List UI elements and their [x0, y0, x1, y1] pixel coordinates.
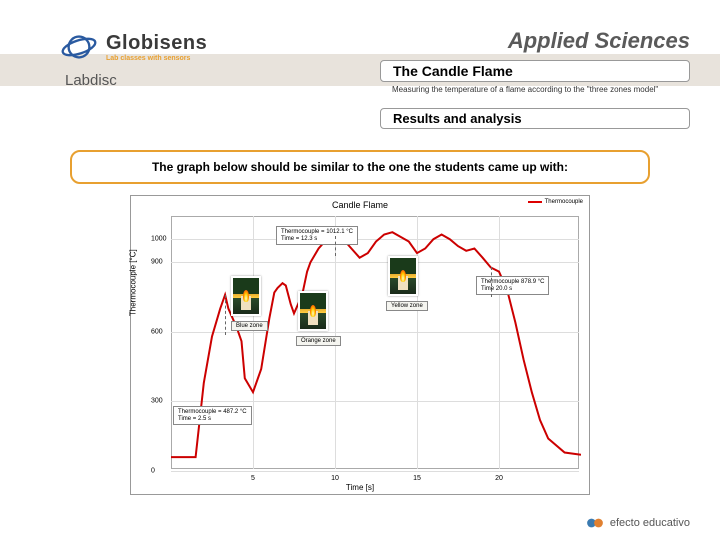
marker-line-3 — [491, 267, 492, 297]
instruction-text: The graph below should be similar to the… — [70, 150, 650, 184]
callout-yellow: Thermocouple 878.9 °CTime 20.0 s — [476, 276, 549, 295]
x-tick: 15 — [413, 475, 421, 482]
brand-tagline: Lab classes with sensors — [106, 55, 207, 62]
chart-legend: Thermocouple — [528, 199, 583, 205]
chart-container: Candle Flame Thermocouple Thermocouple [… — [130, 195, 590, 495]
footer-company: efecto educativo — [610, 517, 690, 529]
temperature-curve — [171, 216, 581, 471]
brand-name: Globisens — [106, 32, 207, 55]
page-subtitle: Measuring the temperature of a flame acc… — [392, 85, 678, 95]
zone-orange-label: Orange zone — [296, 336, 341, 346]
marker-line-2 — [335, 236, 336, 256]
x-axis-label: Time [s] — [346, 483, 374, 492]
zone-yellow-label: Yellow zone — [386, 301, 428, 311]
gridline-h — [171, 471, 579, 472]
callout-peak: Thermocouple = 1012.1 °CTime = 12.3 s — [276, 226, 358, 245]
logo-area: Globisens Lab classes with sensors — [60, 30, 207, 64]
y-tick: 0 — [151, 468, 155, 475]
y-tick: 900 — [151, 259, 163, 266]
y-axis-label: Thermocouple [°C] — [129, 249, 138, 316]
legend-label: Thermocouple — [545, 199, 583, 205]
candle-image-blue — [231, 276, 261, 316]
title-box: The Candle Flame — [380, 60, 690, 82]
chart-title: Candle Flame — [131, 200, 589, 210]
subtitle-box: Measuring the temperature of a flame acc… — [380, 83, 690, 97]
section-heading: Applied Sciences — [508, 28, 690, 54]
callout-blue: Thermocouple = 487.2 °CTime = 2.5 s — [173, 406, 252, 425]
x-tick: 20 — [495, 475, 503, 482]
x-tick: 5 — [251, 475, 255, 482]
ee-icon — [586, 516, 604, 530]
marker-line-1 — [225, 295, 226, 335]
results-heading: Results and analysis — [393, 111, 677, 126]
x-tick: 10 — [331, 475, 339, 482]
product-name: Labdisc — [65, 72, 117, 89]
y-tick: 1000 — [151, 236, 167, 243]
y-tick: 300 — [151, 398, 163, 405]
results-box: Results and analysis — [380, 108, 690, 129]
candle-image-orange — [298, 291, 328, 331]
page-title: The Candle Flame — [393, 63, 677, 79]
planet-icon — [60, 30, 98, 64]
y-tick: 600 — [151, 328, 163, 335]
footer-logo: efecto educativo — [586, 516, 690, 530]
zone-blue-label: Blue zone — [231, 321, 268, 331]
candle-image-yellow — [388, 256, 418, 296]
legend-swatch — [528, 201, 542, 203]
